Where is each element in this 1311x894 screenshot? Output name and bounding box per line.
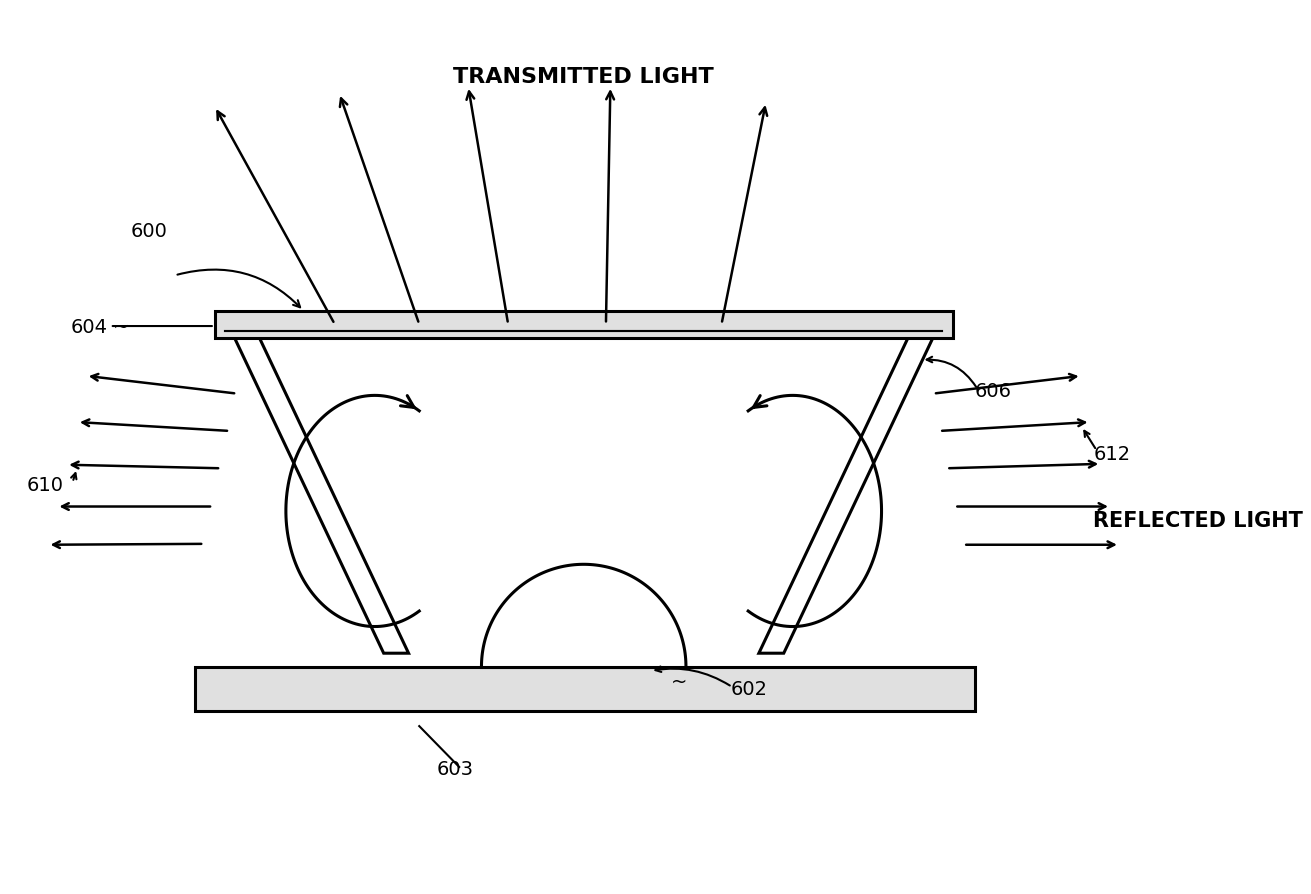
- Text: 602: 602: [730, 679, 767, 698]
- Polygon shape: [759, 325, 939, 654]
- Polygon shape: [228, 325, 409, 654]
- Text: 604: 604: [71, 317, 108, 336]
- Text: 612: 612: [1093, 444, 1130, 463]
- Text: 603: 603: [437, 759, 475, 779]
- Polygon shape: [195, 667, 975, 712]
- Text: TRANSMITTED LIGHT: TRANSMITTED LIGHT: [454, 67, 714, 88]
- Text: 600: 600: [130, 222, 168, 241]
- Text: ~: ~: [671, 672, 687, 691]
- Text: 610: 610: [26, 476, 63, 494]
- Polygon shape: [481, 565, 686, 667]
- Text: ~: ~: [113, 317, 128, 336]
- Text: 606: 606: [975, 382, 1012, 401]
- Polygon shape: [215, 312, 953, 338]
- Text: REFLECTED LIGHT: REFLECTED LIGHT: [1093, 510, 1303, 530]
